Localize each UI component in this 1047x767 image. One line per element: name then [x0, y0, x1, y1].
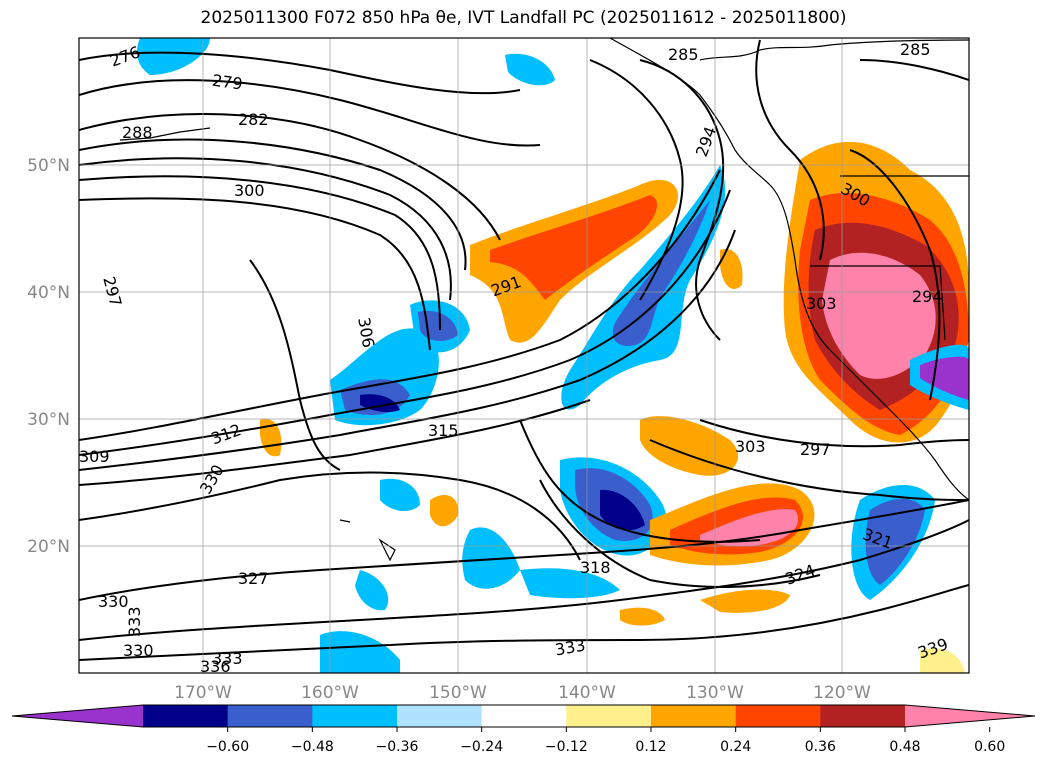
- colorbar-tick-label: −0.36: [376, 739, 419, 755]
- colorbar-tick-label: 0.36: [805, 739, 836, 755]
- contour-label: 282: [238, 110, 269, 129]
- colorbar-swatch: [735, 705, 821, 727]
- map-frame: [78, 37, 970, 674]
- colorbar-swatch: [143, 705, 229, 727]
- colorbar-tick-label: −0.24: [460, 739, 503, 755]
- colorbar-extend-max: [905, 705, 1035, 727]
- lon-label: 170°W: [174, 683, 232, 703]
- contour-label: 297: [800, 440, 831, 459]
- colorbar-tick-label: 0.60: [974, 739, 1005, 755]
- colorbar-swatch: [227, 705, 313, 727]
- map-title: 2025011300 F072 850 hPa θe, IVT Landfall…: [200, 8, 847, 28]
- lat-label: 30°N: [27, 410, 70, 430]
- colorbar-swatch: [481, 705, 567, 727]
- coastline-layer: [119, 38, 969, 562]
- contour-label: 318: [580, 558, 611, 577]
- colorbar-swatch: [651, 705, 737, 727]
- contour-label: 327: [238, 569, 269, 588]
- colorbar-swatch: [312, 705, 398, 727]
- colorbar-tick-label: 0.12: [635, 739, 666, 755]
- colorbar-extend-min: [12, 705, 143, 727]
- contour-label: 279: [211, 71, 244, 94]
- lat-label: 50°N: [27, 156, 70, 176]
- contour-label: 303: [735, 437, 766, 456]
- colorbar-tick-label: −0.60: [206, 739, 249, 755]
- lon-label: 150°W: [429, 683, 487, 703]
- contour-label: 330: [123, 641, 154, 660]
- colorbar-tick-label: −0.12: [545, 739, 588, 755]
- lon-label: 140°W: [558, 683, 616, 703]
- lon-labels: 170°W 160°W 150°W 140°W 130°W 120°W: [174, 683, 871, 703]
- contour-label-layer: 276 279 282 285 288 300 297 306 312 315 …: [79, 40, 951, 676]
- colorbar-tick-label: 0.24: [720, 739, 751, 755]
- contour-label: 300: [234, 181, 265, 200]
- contour-layer: [79, 39, 969, 661]
- contour-label: 330: [98, 592, 129, 611]
- lat-labels: 50°N 40°N 30°N 20°N: [27, 156, 70, 557]
- contour-label: 288: [122, 123, 153, 142]
- colorbar: −0.60 −0.48 −0.36 −0.24 −0.12 0.12 0.24 0.36 0.4…: [11, 704, 1036, 755]
- lon-label: 160°W: [301, 683, 359, 703]
- contour-label: 285: [900, 40, 931, 59]
- map-plot-area: 276 279 282 285 288 300 297 306 312 315 …: [79, 38, 969, 676]
- colorbar-outline: [11, 704, 1036, 728]
- colorbar-swatch: [566, 705, 652, 727]
- contour-label: 336: [200, 657, 231, 676]
- contour-label: 294: [912, 287, 943, 306]
- lon-label: 130°W: [686, 683, 744, 703]
- contour-label: 303: [806, 294, 837, 313]
- colorbar-swatch: [397, 705, 483, 727]
- lat-label: 20°N: [27, 537, 70, 557]
- colorbar-tick-label: 0.48: [889, 739, 920, 755]
- contour-label: 309: [79, 447, 110, 466]
- contour-label: 315: [428, 421, 459, 440]
- colorbar-swatch: [820, 705, 906, 727]
- contour-label: 285: [668, 45, 699, 64]
- gridlines: [79, 38, 969, 673]
- colorbar-tick-label: −0.48: [291, 739, 334, 755]
- lon-label: 120°W: [813, 683, 871, 703]
- contour-label: 333: [212, 649, 243, 668]
- contour-label: 333: [125, 606, 144, 637]
- lat-label: 40°N: [27, 283, 70, 303]
